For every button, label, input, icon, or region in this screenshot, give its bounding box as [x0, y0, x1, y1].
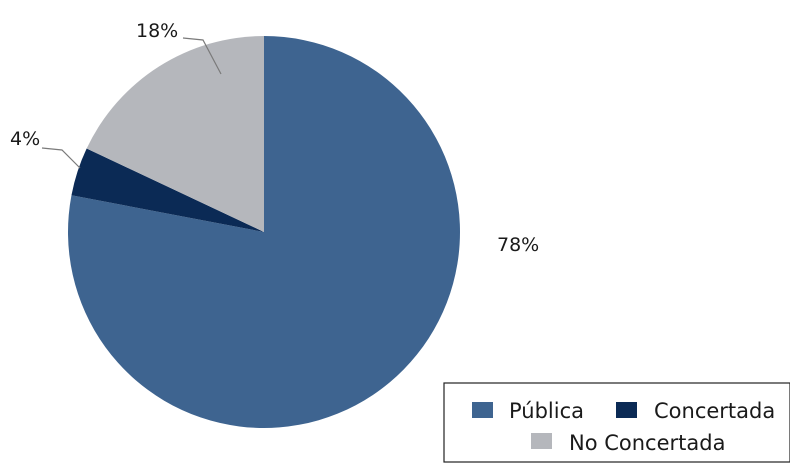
- legend-label-concertada: Concertada: [654, 399, 775, 423]
- data-label-publica: 78%: [497, 234, 539, 256]
- pie-slice-no-concertada: [86, 36, 265, 232]
- legend-swatch-publica: [472, 402, 493, 418]
- leader-line-no-concertada: [182, 37, 222, 75]
- legend-label-publica: Pública: [509, 399, 584, 423]
- data-label-no-concertada: 18%: [136, 20, 178, 42]
- leader-line-concertada: [41, 147, 81, 169]
- pie-slice-p-blica: [67, 36, 460, 428]
- legend-label-no-concertada: No Concertada: [569, 431, 725, 455]
- pie-slices: [67, 36, 460, 428]
- legend: Pública Concertada No Concertada: [443, 382, 790, 463]
- pie-slice-concertada: [71, 148, 264, 232]
- legend-swatch-concertada: [616, 402, 637, 418]
- legend-swatch-no-concertada: [531, 433, 552, 449]
- legend-box: [443, 382, 790, 463]
- data-label-concertada: 4%: [10, 128, 40, 150]
